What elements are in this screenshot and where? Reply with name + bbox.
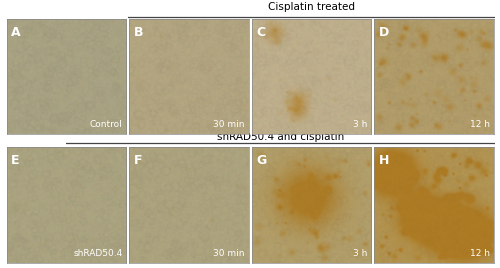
- Text: 30 min: 30 min: [214, 120, 245, 129]
- Text: G: G: [256, 154, 266, 167]
- Text: D: D: [379, 26, 389, 39]
- Text: 30 min: 30 min: [214, 249, 245, 258]
- Text: C: C: [256, 26, 266, 39]
- Text: Control: Control: [90, 120, 122, 129]
- Text: Cisplatin treated: Cisplatin treated: [268, 2, 355, 12]
- Text: 12 h: 12 h: [470, 120, 490, 129]
- Text: 3 h: 3 h: [353, 249, 368, 258]
- Text: H: H: [379, 154, 389, 167]
- Text: shRAD50.4 and cisplatin: shRAD50.4 and cisplatin: [217, 132, 344, 142]
- Text: 3 h: 3 h: [353, 120, 368, 129]
- Text: E: E: [12, 154, 20, 167]
- Text: B: B: [134, 26, 143, 39]
- Text: shRAD50.4: shRAD50.4: [73, 249, 122, 258]
- Text: A: A: [12, 26, 21, 39]
- Text: F: F: [134, 154, 142, 167]
- Text: 12 h: 12 h: [470, 249, 490, 258]
